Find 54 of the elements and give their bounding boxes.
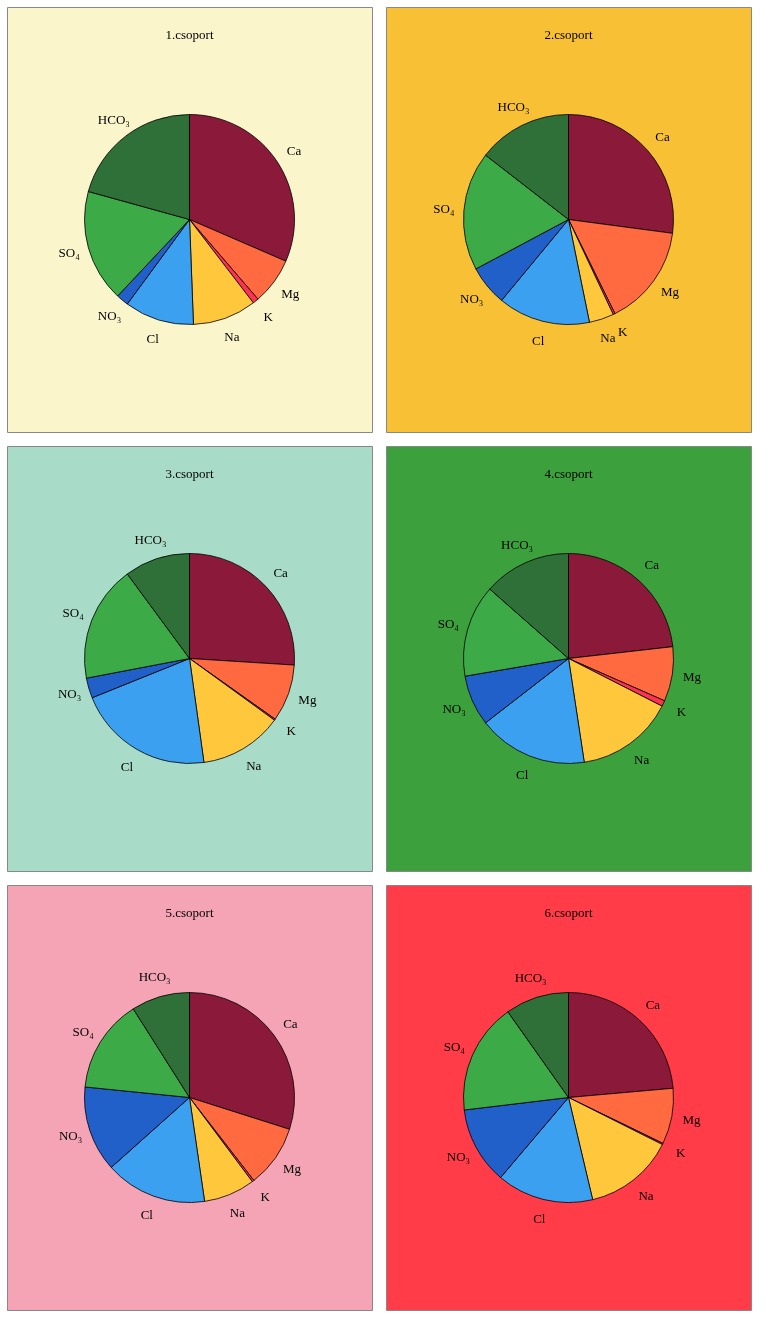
slice-label: NO₃ — [442, 700, 466, 716]
slice-label: HCO₃ — [501, 536, 534, 552]
slice-label: Na — [638, 1187, 654, 1203]
slice-label: Na — [600, 330, 616, 346]
slice-label: HCO₃ — [134, 531, 167, 547]
chart-title: 1.csoport — [165, 27, 214, 42]
slice-label: K — [260, 1188, 271, 1204]
slice-label: Cl — [532, 332, 545, 348]
slice-label: NO₃ — [446, 1148, 471, 1164]
chart-title: 4.csoport — [544, 466, 593, 481]
slice-label: Mg — [683, 669, 702, 685]
slice-label: Na — [229, 1204, 246, 1220]
chart-title: 6.csoport — [544, 905, 593, 920]
slice-label: SO₄ — [72, 1023, 95, 1039]
slice-label: SO₄ — [437, 616, 460, 632]
slice-label: HCO₃ — [138, 969, 171, 985]
slice-label: SO₄ — [62, 604, 85, 620]
slice-label: NO₃ — [97, 307, 122, 323]
slice-label: Ca — [644, 557, 660, 573]
slice-label: SO₄ — [433, 200, 455, 216]
slice-label: Mg — [281, 285, 300, 301]
chart-title: 2.csoport — [544, 27, 593, 42]
slice-label: Mg — [682, 1112, 701, 1128]
slice-label: Ca — [655, 129, 670, 145]
slice-label: Ca — [273, 564, 289, 580]
slice-label: K — [263, 308, 274, 324]
chart-title: 5.csoport — [165, 905, 214, 920]
slice-label: Cl — [140, 1206, 154, 1222]
slice-label: Mg — [298, 692, 317, 708]
slice-label: NO₃ — [57, 685, 82, 701]
slice-label: K — [676, 704, 687, 720]
slice-label: HCO₃ — [97, 112, 130, 128]
slice-label: Na — [634, 751, 650, 767]
slice-label: Mg — [661, 284, 680, 300]
slice-label: K — [675, 1144, 686, 1160]
slice-label: Mg — [282, 1161, 302, 1177]
slice-label: NO₃ — [58, 1128, 83, 1144]
slice-label: SO₄ — [443, 1038, 466, 1054]
slice-label: Cl — [146, 330, 160, 346]
slice-label: Ca — [645, 997, 661, 1013]
slice-label: HCO₃ — [497, 99, 530, 115]
slice-label: Na — [246, 757, 262, 773]
slice-label: HCO₃ — [514, 970, 547, 986]
slice-label: Cl — [120, 758, 134, 774]
slice-label: SO₄ — [58, 245, 81, 261]
slice-label: K — [286, 723, 297, 739]
chart-title: 3.csoport — [165, 466, 214, 481]
slice-label: NO₃ — [460, 290, 484, 306]
slice-label: K — [618, 324, 629, 340]
slice-label: Cl — [515, 766, 529, 782]
slice-label: Ca — [283, 1015, 298, 1031]
slice-label: Na — [224, 329, 240, 345]
slice-label: Cl — [533, 1211, 546, 1227]
slice-label: Ca — [286, 142, 302, 158]
